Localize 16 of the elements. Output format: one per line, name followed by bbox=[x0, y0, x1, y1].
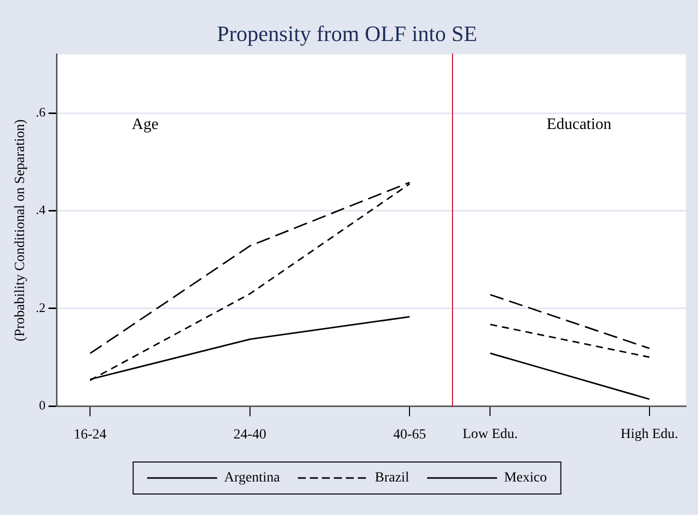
annotation: Age bbox=[132, 116, 158, 134]
annotation: Education bbox=[546, 116, 612, 134]
legend-label: Argentina bbox=[224, 470, 281, 486]
y-tick-label: .2 bbox=[36, 300, 46, 315]
x-tick-label: 16-24 bbox=[74, 427, 106, 442]
y-tick-label: 0 bbox=[39, 398, 46, 413]
y-tick-label: .4 bbox=[36, 202, 46, 218]
y-axis-title: (Probability Conditional on Separation) bbox=[13, 118, 28, 342]
x-tick-label: High Edu. bbox=[620, 427, 678, 442]
legend-label: Brazil bbox=[374, 470, 410, 486]
x-tick-label: Low Edu. bbox=[462, 427, 518, 442]
x-tick-label: 40-65 bbox=[393, 427, 426, 442]
y-tick-label: .6 bbox=[36, 104, 46, 120]
x-tick-label: 24-40 bbox=[234, 427, 266, 442]
chart-title: Propensity from OLF into SE bbox=[216, 20, 478, 46]
legend-label: Mexico bbox=[504, 470, 547, 486]
